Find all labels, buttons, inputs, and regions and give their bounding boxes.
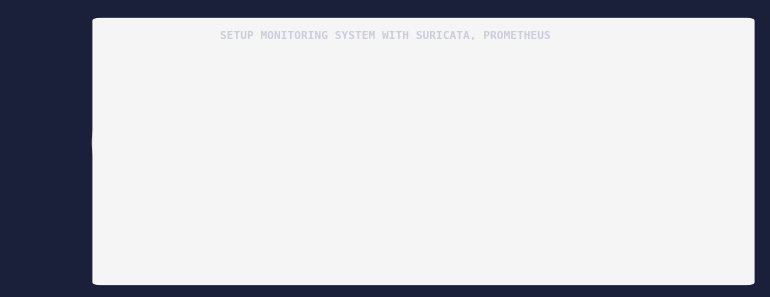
FancyBboxPatch shape xyxy=(353,148,360,151)
FancyBboxPatch shape xyxy=(154,135,231,157)
FancyBboxPatch shape xyxy=(335,143,389,154)
Ellipse shape xyxy=(266,50,689,282)
Ellipse shape xyxy=(179,141,206,153)
FancyBboxPatch shape xyxy=(437,103,487,117)
Text: SETUP MONITORING SYSTEM WITH SURICATA, PROMETHEUS: SETUP MONITORING SYSTEM WITH SURICATA, P… xyxy=(219,31,551,41)
Text: Suricata
Running On
Ubuntu 20.04: Suricata Running On Ubuntu 20.04 xyxy=(438,177,486,198)
FancyBboxPatch shape xyxy=(345,148,351,151)
Text: Kali Linux: Kali Linux xyxy=(174,162,211,171)
FancyBboxPatch shape xyxy=(164,140,221,154)
Ellipse shape xyxy=(186,143,199,151)
FancyBboxPatch shape xyxy=(439,273,516,276)
Text: Internal Network
192.168.2.0/24: Internal Network 192.168.2.0/24 xyxy=(434,53,521,73)
Text: Switch: Switch xyxy=(350,157,374,166)
FancyBboxPatch shape xyxy=(561,128,610,142)
FancyBboxPatch shape xyxy=(551,123,620,146)
FancyBboxPatch shape xyxy=(370,148,377,151)
Text: External Network: External Network xyxy=(156,64,229,73)
FancyBboxPatch shape xyxy=(443,119,481,172)
Ellipse shape xyxy=(92,65,293,220)
Text: Vulnerable Linux
Server -
Metasploitable2: Vulnerable Linux Server - Metasploitable… xyxy=(556,151,614,173)
FancyBboxPatch shape xyxy=(452,260,503,271)
Polygon shape xyxy=(574,131,597,140)
FancyBboxPatch shape xyxy=(379,148,385,151)
Text: Dashboard
(Kibana, Grafana): Dashboard (Kibana, Grafana) xyxy=(547,254,644,275)
FancyBboxPatch shape xyxy=(444,256,511,274)
FancyBboxPatch shape xyxy=(362,148,368,151)
